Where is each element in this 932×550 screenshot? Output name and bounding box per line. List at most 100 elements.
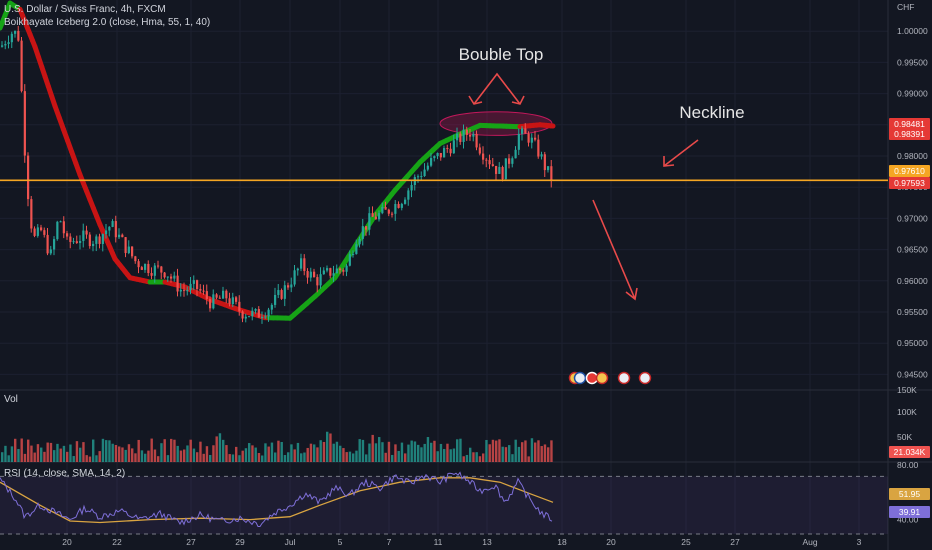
volume-bar — [488, 444, 491, 462]
volume-bar — [524, 440, 527, 462]
volume-title: Vol — [4, 394, 18, 405]
candle-body — [335, 268, 338, 274]
neckline-label: Neckline — [679, 103, 744, 122]
candle-body — [355, 244, 358, 254]
volume-bar — [199, 441, 202, 462]
time-axis[interactable]: 20 22 27 29 Jul 5 7 11 13 18 20 25 27 Aug 3 — [62, 537, 861, 547]
event-flag-icon[interactable] — [617, 371, 631, 385]
volume-bar — [316, 447, 319, 462]
volume-bar — [62, 445, 66, 462]
volume-bar — [277, 440, 280, 462]
candle-body — [79, 241, 82, 243]
volume-bar — [131, 448, 134, 462]
candle-body — [261, 316, 264, 318]
time-tick-label: 27 — [730, 537, 740, 547]
candle-body — [287, 285, 290, 288]
volume-bar — [387, 441, 391, 462]
event-icons[interactable] — [568, 371, 652, 385]
candle-body — [326, 268, 329, 271]
volume-bar — [417, 444, 420, 462]
volume-bar — [491, 439, 495, 462]
candle-body — [192, 280, 195, 284]
candle-body — [426, 165, 429, 170]
volume-bar — [264, 443, 267, 462]
volume-bar — [508, 445, 511, 462]
volume-bar — [254, 447, 257, 462]
volume-bar — [147, 450, 150, 462]
candle-body — [27, 155, 30, 200]
event-flag-icon[interactable] — [595, 371, 609, 385]
volume-bar — [212, 445, 215, 462]
candle-body — [550, 166, 553, 181]
volume-bar — [150, 438, 153, 462]
candle-body — [186, 290, 189, 292]
time-tick-label: 5 — [338, 537, 343, 547]
candle-body — [293, 270, 296, 285]
volume-bar — [95, 455, 98, 462]
volume-bar — [186, 445, 189, 462]
candle-body — [170, 276, 173, 279]
volume-bar — [218, 433, 222, 462]
symbol-title: U.S. Dollar / Swiss Franc, 4h, FXCM — [4, 4, 166, 15]
volume-bar — [452, 448, 456, 462]
candle-body — [521, 128, 524, 134]
volume-bar — [547, 447, 550, 462]
candle-body — [491, 164, 494, 166]
candle-body — [475, 133, 478, 148]
candle-body — [517, 133, 520, 150]
double-top-label: Bouble Top — [459, 45, 544, 64]
volume-bar — [274, 452, 277, 462]
candle-body — [30, 199, 33, 229]
volume-bar — [270, 442, 274, 462]
candle-body — [332, 273, 335, 276]
candle-body — [485, 159, 488, 161]
volume-bar — [160, 443, 163, 462]
volume-bar — [400, 442, 404, 462]
volume-bar — [118, 446, 121, 462]
event-flag-icon[interactable] — [638, 371, 652, 385]
volume-bar — [202, 453, 205, 462]
price-panel[interactable]: Bouble Top Neckline — [0, 0, 888, 385]
rsi-value-badge — [889, 506, 930, 518]
volume-bar — [144, 453, 147, 462]
candle-body — [446, 148, 449, 150]
volume-bar — [469, 447, 472, 462]
volume-bar — [183, 449, 186, 462]
candle-body — [280, 290, 283, 299]
volume-bar — [550, 440, 553, 462]
candle-body — [127, 246, 130, 254]
candle-body — [495, 165, 498, 174]
candle-body — [270, 304, 273, 310]
double-top-arrows — [468, 72, 525, 105]
event-flag-icon[interactable] — [573, 371, 587, 385]
rsi-line — [0, 471, 553, 527]
volume-bar — [153, 449, 157, 462]
volume-bar — [433, 440, 436, 462]
volume-panel[interactable]: Vol — [1, 394, 553, 462]
volume-bar — [163, 439, 166, 462]
candle-body — [40, 227, 43, 231]
volume-bar — [20, 438, 23, 462]
candle-body — [339, 268, 342, 271]
volume-bar — [241, 450, 244, 462]
candle-body — [235, 297, 238, 302]
candle-body — [459, 133, 462, 142]
candle-body — [368, 213, 371, 230]
volume-bar — [534, 442, 537, 462]
volume-bar — [397, 450, 400, 462]
volume-bar — [17, 448, 20, 462]
volume-bar — [88, 456, 92, 462]
rsi-panel[interactable]: RSI (14, close, SMA, 14, 2) — [0, 468, 888, 535]
volume-bar — [85, 455, 88, 462]
candle-body — [511, 158, 514, 164]
candle-body — [1, 45, 4, 47]
volume-bar — [313, 444, 316, 462]
volume-bar — [111, 443, 114, 462]
candle-body — [482, 153, 485, 160]
volume-bar — [478, 456, 482, 462]
candle-body — [88, 234, 91, 247]
volume-bar — [261, 455, 264, 462]
candle-body — [469, 134, 472, 137]
time-tick-label: Jul — [285, 537, 296, 547]
